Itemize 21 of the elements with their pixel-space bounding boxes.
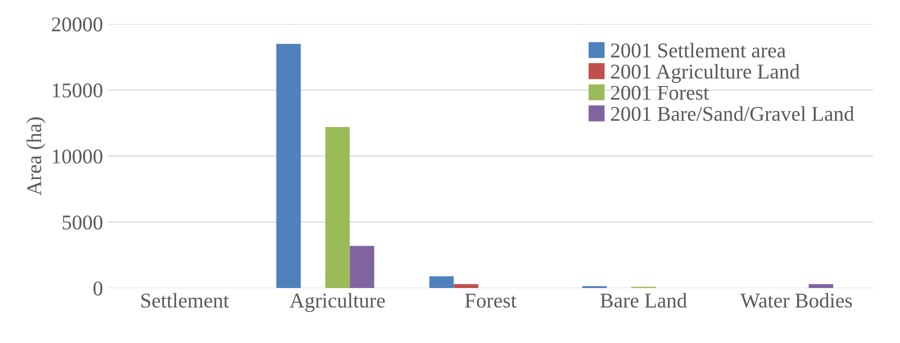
y-tick-label: 20000	[52, 17, 102, 32]
y-tick-label: 5000	[62, 215, 102, 230]
y-tick-label: 15000	[52, 83, 102, 98]
bar	[350, 246, 374, 288]
legend-label: 2001 Settlement area	[611, 42, 786, 58]
y-tick-label: 0	[94, 281, 102, 296]
legend-label: 2001 Bare/Sand/Gravel Land	[611, 106, 854, 121]
x-tick-label: Forest	[465, 294, 516, 308]
y-tick-label: 10000	[52, 149, 102, 164]
bar	[454, 284, 478, 288]
legend-label: 2001 Forest	[611, 86, 709, 100]
bar	[276, 44, 301, 288]
bar	[325, 127, 350, 288]
x-tick-label: Bare Land	[600, 292, 687, 308]
bar	[429, 276, 454, 288]
y-axis-title: Area (ha)	[26, 117, 46, 196]
bar	[808, 284, 834, 288]
x-tick-label: Water Bodies	[740, 292, 852, 308]
x-tick-label: Settlement	[141, 292, 229, 308]
legend-label: 2001 Agriculture Land	[611, 64, 800, 83]
x-tick-label: Agriculture	[290, 292, 385, 312]
